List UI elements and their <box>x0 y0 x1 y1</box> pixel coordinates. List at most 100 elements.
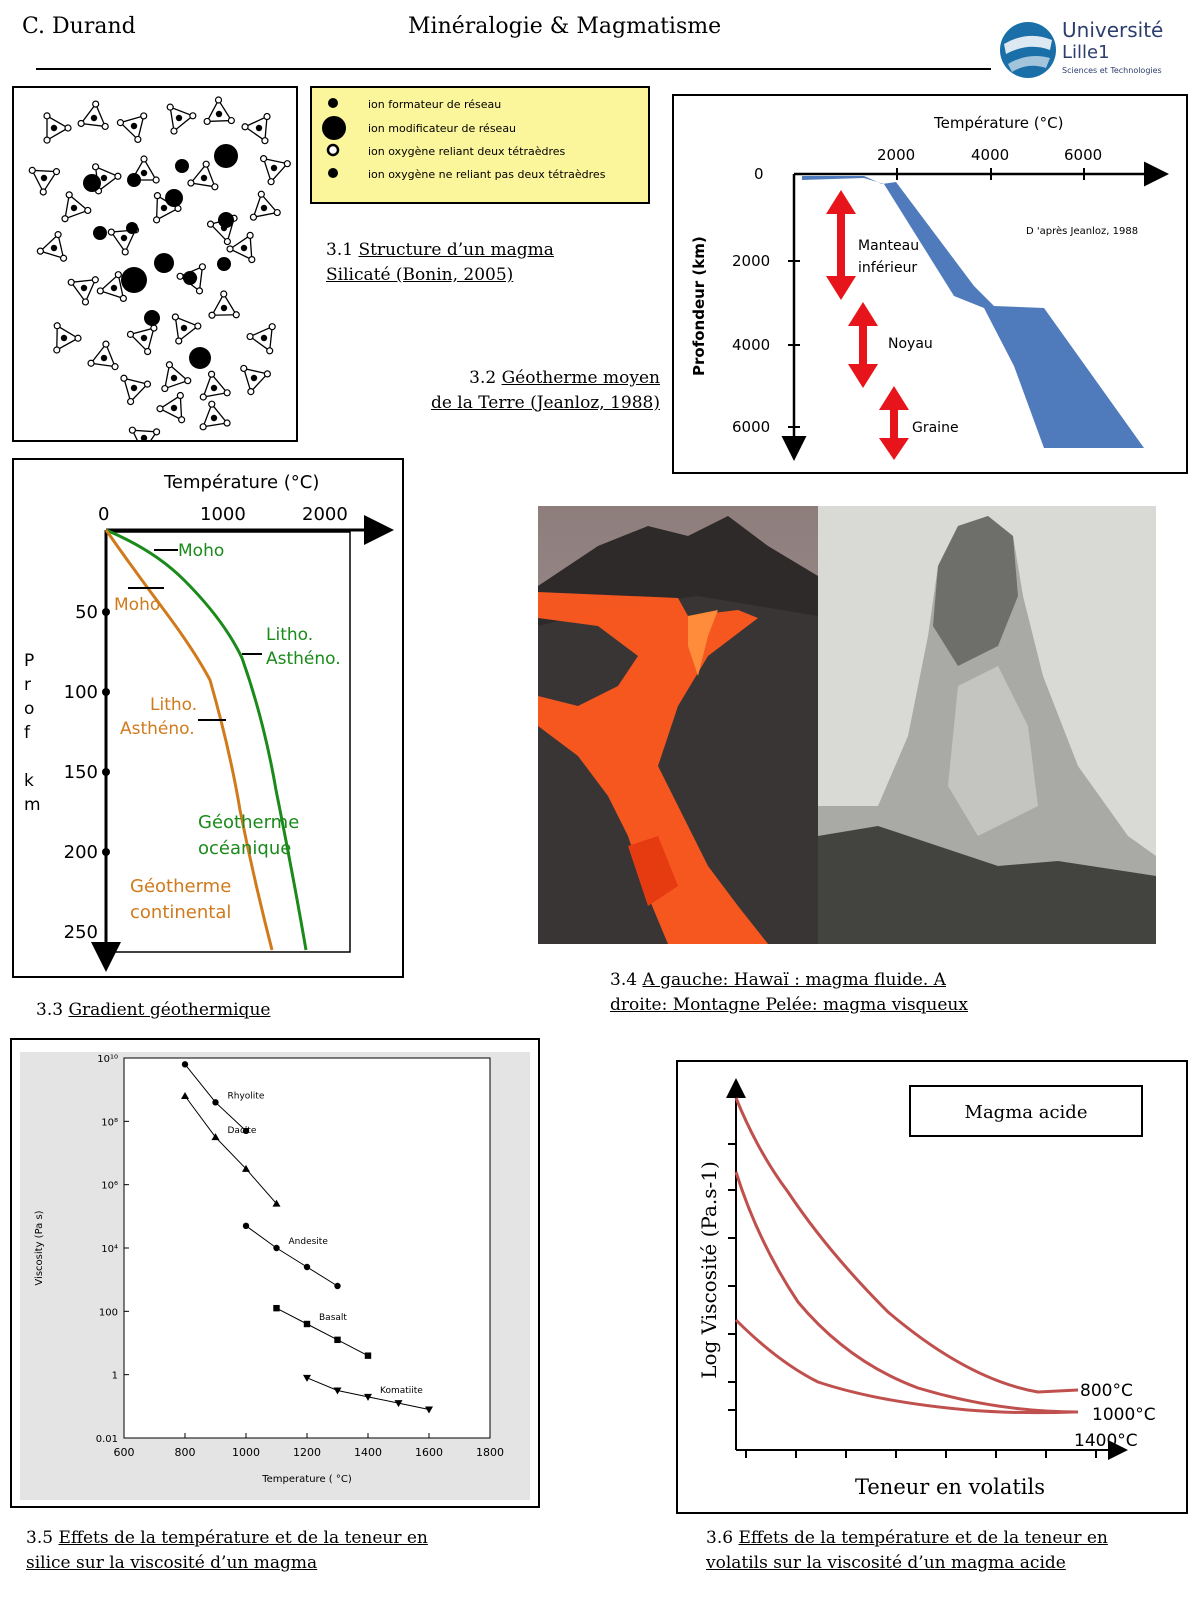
fig35-data-point <box>273 1304 280 1312</box>
fig35-series-label: Andesite <box>289 1237 329 1247</box>
fig35-ytick-label: 10⁶ <box>101 1181 118 1192</box>
svg-text:o: o <box>24 699 34 719</box>
oxygen-ion <box>101 122 109 131</box>
fig35-ytick-label: 1 <box>112 1371 118 1382</box>
fig35-data-point <box>273 1244 280 1252</box>
fig36-caption: 3.6 Effets de la température et de la te… <box>706 1528 1108 1573</box>
tetrahedron-shape <box>243 115 268 142</box>
fig33-moho-oceanic: Moho <box>178 541 224 561</box>
oxygen-ion <box>202 160 210 168</box>
svg-text:k: k <box>24 771 34 791</box>
oxygen-ion <box>283 160 291 168</box>
fig32-yticks: 0 2000 4000 6000 <box>732 165 800 436</box>
network-former-ion <box>60 334 68 342</box>
network-modifier-ion <box>214 144 238 168</box>
legend-oxygen-bridge-icon <box>326 143 340 157</box>
oxygen-ion <box>246 231 254 240</box>
network-former-ion <box>130 384 138 392</box>
oxygen-ion <box>268 323 276 331</box>
tetrahedron-shape <box>158 394 183 421</box>
fig35-series-dacite: Dacite <box>181 1092 281 1207</box>
fig35-data-point <box>364 1352 372 1359</box>
network-former-ion <box>200 174 208 182</box>
fig32-xtick: 2000 <box>877 146 915 164</box>
tetrahedron-shape <box>163 363 190 390</box>
legend-modificateur-icon <box>320 114 348 142</box>
network-modifier-ion <box>127 173 141 187</box>
fig35-chart: 600 800 1000 1200 1400 1600 1800 0.01 1 100 10⁴ 10⁶… <box>34 1054 504 1485</box>
fig33-continental-label-2: continental <box>130 902 231 923</box>
fig33-ytick: 150 <box>64 762 98 783</box>
fig35-series-line <box>184 1095 277 1204</box>
oxygen-ion <box>194 322 202 330</box>
fig32-geotherm-band <box>802 176 1144 448</box>
tetrahedron-shape <box>228 234 253 261</box>
legend-formateur-icon <box>326 96 340 110</box>
oxygen-ion <box>53 346 61 354</box>
network-former-ion <box>210 414 218 422</box>
fig32-caption: 3.2 Géotherme moyen de la Terre (Jeanloz,… <box>430 368 660 413</box>
tetrahedron-shape <box>119 114 145 141</box>
network-former-ion <box>110 284 118 292</box>
network-former-ion <box>210 384 218 392</box>
oxygen-ion <box>111 363 119 371</box>
network-former-ion <box>170 404 178 412</box>
oxygen-ion <box>227 116 235 125</box>
fig35-data-point <box>334 1336 341 1344</box>
fig32-geotherm-box: Température (°C) 2000 4000 6000 0 2000 4… <box>672 94 1188 474</box>
network-former-ion <box>130 122 138 130</box>
fig34-pelee-photo <box>818 506 1156 944</box>
oxygen-ion <box>64 124 72 132</box>
tetrahedron-shape <box>242 367 269 393</box>
tetrahedron-shape <box>39 233 65 260</box>
oxygen-ion <box>248 256 256 264</box>
tetrahedron-shape <box>99 273 125 300</box>
fig35-ytick-label: 0.01 <box>96 1434 118 1445</box>
university-logo: Université Lille1 Sciences et Technologi… <box>998 14 1188 84</box>
legend-item: ion formateur de réseau <box>368 98 502 111</box>
fig36-xlabel: Teneur en volatils <box>855 1475 1045 1499</box>
fig33-xlabel: Température (°C) <box>163 472 319 493</box>
network-former-ion <box>250 374 258 382</box>
oxygen-ion <box>116 119 125 127</box>
fig36-ylabel: Log Viscosité (Pa.s-1) <box>697 1161 721 1379</box>
header-rule <box>36 68 991 70</box>
oxygen-ion <box>152 428 161 436</box>
tetrahedron-shape <box>31 169 58 194</box>
oxygen-ion <box>43 112 51 120</box>
fig35-series-komatiite: Komatiite <box>303 1374 433 1414</box>
oxygen-ion <box>189 112 197 120</box>
fig35-data-point <box>181 1061 189 1068</box>
oxygen-ion <box>263 370 271 378</box>
network-modifier-ion <box>121 267 147 293</box>
network-modifier-ion <box>165 189 183 207</box>
fig33-continental-label: Géotherme <box>130 876 231 897</box>
fig35-xtick-label: 1200 <box>293 1446 321 1459</box>
logo-text-2: Lille1 <box>1062 42 1110 63</box>
fig31-caption: 3.1 Structure d’un magma Silicaté (Bonin,… <box>326 240 554 285</box>
fig31-tetrahedra <box>28 96 291 456</box>
fig35-data-point <box>242 1164 250 1172</box>
oxygen-ion <box>263 112 271 121</box>
network-former-ion <box>100 174 108 182</box>
fig35-data-point <box>303 1320 311 1328</box>
svg-text:P: P <box>24 651 34 671</box>
oxygen-ion <box>241 123 249 131</box>
oxygen-ion <box>171 313 179 321</box>
fig35-ylabel: Viscosity (Pa s) <box>34 1210 45 1285</box>
tetrahedron-shape <box>110 229 137 254</box>
network-former-ion <box>100 354 108 362</box>
oxygen-ion <box>153 192 162 200</box>
fig32-layer-inner-core: Graine <box>912 420 959 436</box>
oxygen-ion <box>77 119 85 128</box>
oxygen-ion <box>214 96 223 104</box>
fig32-layer-mantle: Manteau <box>858 238 919 254</box>
network-former-ion <box>70 204 78 212</box>
network-former-ion <box>140 434 148 442</box>
oxygen-ion <box>53 322 61 330</box>
network-former-ion <box>255 124 263 132</box>
svg-text:f: f <box>24 723 31 743</box>
fig32-ytick: 2000 <box>732 252 770 270</box>
fig36-acid-magma-box: Magma acide Teneur en volatils Log Visco… <box>676 1060 1188 1514</box>
fig35-data-point <box>425 1406 433 1414</box>
